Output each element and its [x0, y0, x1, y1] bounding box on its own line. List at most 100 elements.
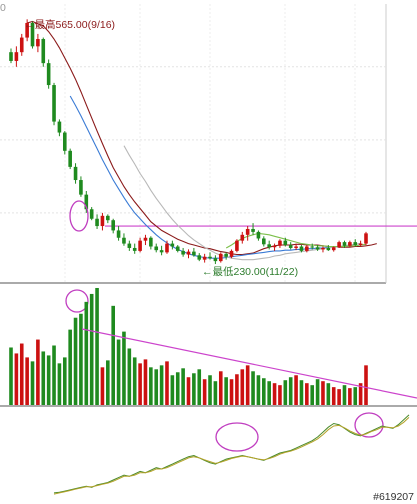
moving-average-line-0	[26, 20, 377, 256]
candle-body-40	[224, 253, 228, 257]
candle-body-55	[305, 246, 309, 251]
volume-bar-7	[46, 355, 51, 405]
candle-body-5	[36, 39, 40, 47]
indicator-lines	[53, 414, 410, 495]
moving-average-line-3	[225, 232, 367, 249]
indicator-line-1	[53, 417, 410, 495]
candle-body-63	[348, 242, 352, 246]
volume-bar-62	[342, 385, 347, 405]
volume-trendline	[81, 328, 417, 399]
candle-body-30	[170, 243, 175, 247]
candle-body-9	[57, 121, 62, 133]
candle-body-46	[256, 231, 261, 239]
candle-body-27	[154, 246, 159, 251]
candle-body-35	[197, 255, 202, 260]
candle-body-15	[89, 209, 94, 219]
volume-bar-37	[208, 375, 212, 405]
candle-body-56	[310, 246, 315, 248]
candlesticks	[9, 19, 368, 265]
candle-body-66	[364, 233, 368, 244]
volume-bar-26	[149, 367, 153, 405]
candle-body-16	[95, 218, 99, 227]
max-price-label: ←最高565.00(9/16)	[24, 18, 115, 31]
candle-body-54	[299, 246, 304, 251]
candle-body-28	[159, 250, 164, 253]
candle-body-43	[240, 234, 245, 241]
candle-body-58	[321, 247, 325, 250]
highlight-circle-volume	[65, 289, 89, 313]
candle-body-47	[262, 238, 266, 245]
volume-bar-22	[127, 348, 132, 405]
volume-bar-66	[364, 365, 368, 405]
candle-body-17	[100, 215, 105, 227]
volume-bar-48	[267, 381, 271, 405]
volume-bar-12	[73, 317, 78, 405]
candle-body-25	[143, 237, 148, 241]
candle-body-20	[116, 230, 121, 238]
volume-bar-24	[138, 363, 142, 405]
volume-bar-64	[353, 387, 358, 405]
candle-body-33	[186, 251, 191, 255]
volume-bar-6	[41, 351, 46, 405]
volume-bar-13	[79, 313, 83, 405]
highlight-circle-indicator-1	[215, 422, 259, 452]
volume-bars	[9, 287, 368, 405]
volume-bar-34	[192, 373, 196, 405]
candle-body-41	[229, 250, 234, 257]
volume-bar-52	[288, 377, 293, 405]
volume-bar-51	[283, 380, 288, 405]
highlight-circle-price	[69, 200, 89, 232]
volume-bar-4	[30, 361, 35, 405]
candle-body-14	[84, 194, 89, 210]
candle-body-50	[278, 240, 282, 246]
candle-body-45	[251, 228, 255, 232]
candle-body-10	[62, 132, 67, 151]
volume-bar-56	[310, 385, 315, 405]
candle-body-0	[9, 52, 13, 61]
volume-bar-28	[159, 365, 164, 405]
volume-bar-49	[272, 383, 277, 405]
volume-bar-36	[202, 379, 207, 405]
candle-body-4	[30, 22, 35, 47]
candle-body-12	[73, 166, 78, 181]
volume-bar-18	[106, 360, 110, 405]
volume-bar-8	[52, 345, 56, 405]
volume-bar-10	[62, 357, 67, 405]
volume-bar-14	[84, 301, 89, 405]
candle-body-7	[46, 63, 51, 86]
volume-bar-20	[116, 339, 121, 405]
min-price-label: ←最低230.00(11/22)	[202, 265, 298, 278]
volume-bar-60	[331, 387, 336, 405]
volume-bar-44	[245, 365, 250, 405]
volume-bar-38	[213, 381, 218, 405]
candle-body-48	[267, 244, 271, 248]
volume-bar-32	[181, 368, 185, 405]
candle-body-2	[19, 37, 24, 53]
volume-bar-47	[262, 378, 266, 405]
volume-bar-59	[326, 383, 331, 405]
volume-bar-15	[89, 293, 94, 405]
candle-body-26	[149, 237, 153, 247]
candle-body-24	[138, 240, 142, 251]
volume-bar-31	[175, 372, 180, 405]
volume-bar-3	[25, 357, 29, 405]
candle-body-22	[127, 243, 132, 248]
volume-bar-61	[337, 389, 341, 405]
volume-bar-21	[122, 331, 126, 405]
candle-body-39	[218, 253, 223, 262]
volume-bar-16	[95, 287, 99, 405]
volume-bar-53	[294, 375, 298, 405]
volume-bar-54	[299, 380, 304, 405]
candle-body-29	[165, 243, 169, 253]
volume-bar-45	[251, 371, 255, 405]
candle-body-62	[342, 242, 347, 246]
volume-bar-39	[218, 371, 223, 405]
volume-bar-55	[305, 383, 309, 405]
volume-bar-41	[229, 379, 234, 405]
volume-bar-25	[143, 359, 148, 405]
candle-body-60	[331, 247, 336, 251]
watermark-id: #619207	[373, 491, 414, 503]
volume-bar-63	[348, 388, 352, 405]
volume-bar-35	[197, 369, 202, 405]
